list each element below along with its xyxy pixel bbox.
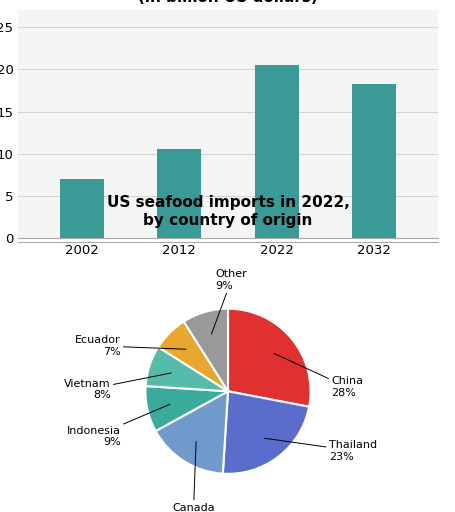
Bar [352,84,395,238]
Text: Indonesia
9%: Indonesia 9% [66,404,170,447]
Text: Vietnam
8%: Vietnam 8% [64,373,171,400]
Wedge shape [155,391,228,474]
Wedge shape [145,386,228,431]
Title: US seafood imports in 2022,
by country of origin: US seafood imports in 2022, by country o… [106,196,349,228]
Text: China
28%: China 28% [273,353,363,398]
Text: Thailand
23%: Thailand 23% [264,438,376,461]
Text: Ecuador
7%: Ecuador 7% [75,335,186,357]
Wedge shape [183,309,228,391]
Text: Canada
16%: Canada 16% [172,441,214,512]
Wedge shape [158,322,228,391]
Wedge shape [145,347,228,391]
Title: US seafood imports
(in billion US dollars): US seafood imports (in billion US dollar… [138,0,317,5]
Bar [60,179,103,238]
Text: Other
9%: Other 9% [211,269,247,334]
Wedge shape [228,309,310,407]
Wedge shape [222,391,308,474]
Bar [254,65,298,238]
Bar [157,150,201,238]
